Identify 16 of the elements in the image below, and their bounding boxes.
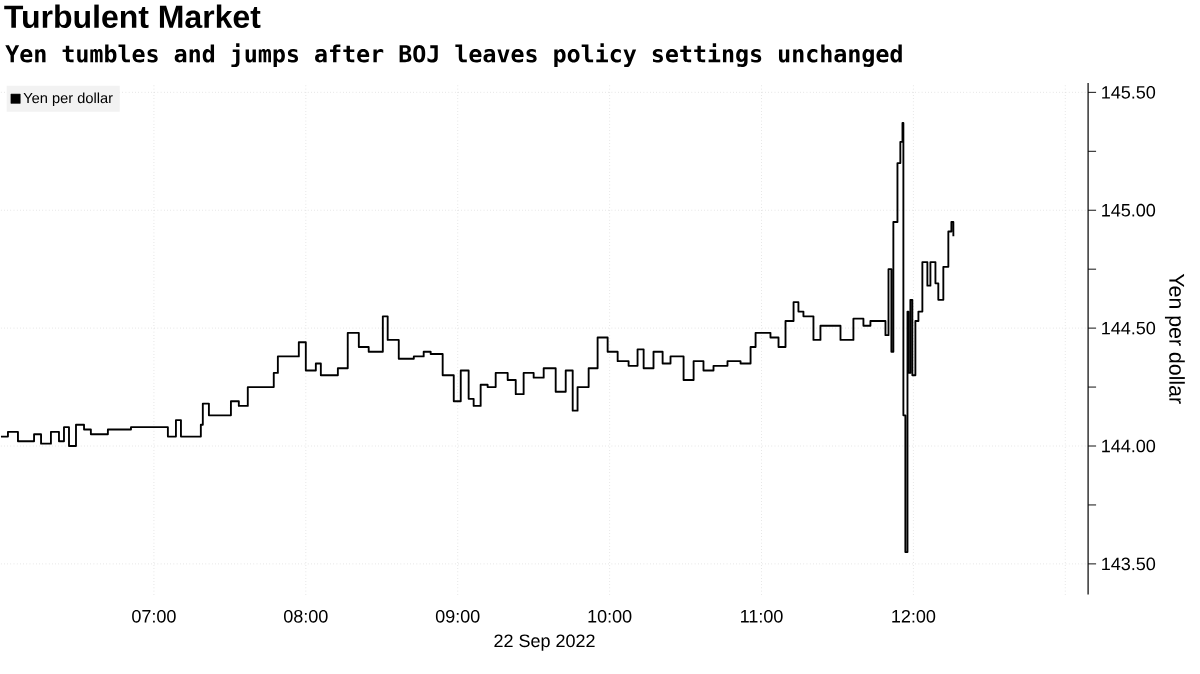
y-tick-label: 143.50 [1102, 557, 1156, 571]
x-tick-label: 11:00 [741, 609, 783, 623]
legend-label: Yen per dollar [23, 92, 113, 106]
y-axis-title: Yen per dollar [1164, 273, 1185, 404]
chart-title: Turbulent Market [4, 4, 261, 28]
x-tick-label: 08:00 [284, 609, 328, 623]
chart-subtitle: Yen tumbles and jumps after BOJ leaves policy settings unchanged [5, 42, 902, 67]
y-tick-label: 145.00 [1102, 203, 1156, 217]
x-tick-label: 07:00 [132, 609, 176, 623]
x-axis-title: 22 Sep 2022 [494, 634, 595, 651]
y-tick-label: 144.00 [1102, 439, 1156, 453]
x-tick-label: 10:00 [588, 609, 632, 623]
y-tick-label: 144.50 [1102, 321, 1156, 335]
y-tick-label: 145.50 [1102, 85, 1156, 99]
x-tick-label: 12:00 [892, 609, 936, 623]
x-tick-label: 09:00 [435, 609, 480, 623]
